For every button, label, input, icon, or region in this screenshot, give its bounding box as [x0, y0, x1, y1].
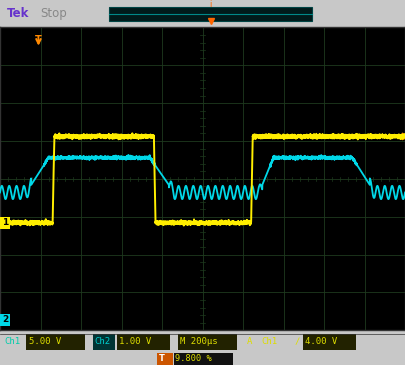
Text: 1: 1	[2, 218, 8, 227]
Text: 4.00 V: 4.00 V	[305, 337, 337, 346]
Text: Tek: Tek	[7, 7, 30, 20]
Text: 9.800 %: 9.800 %	[175, 354, 212, 363]
Text: T: T	[35, 35, 42, 45]
Text: 1.00 V: 1.00 V	[119, 337, 152, 346]
Text: ∕: ∕	[295, 337, 300, 346]
Text: 5.00 V: 5.00 V	[29, 337, 62, 346]
Text: i: i	[209, 0, 212, 9]
Bar	[93, 334, 115, 350]
Bar	[157, 353, 173, 365]
Text: 2: 2	[2, 315, 8, 324]
Text: Ch1: Ch1	[4, 337, 20, 346]
Text: T: T	[159, 354, 165, 363]
Bar	[109, 7, 312, 20]
Text: A: A	[247, 337, 252, 346]
Text: Ch1: Ch1	[261, 337, 277, 346]
Bar	[303, 334, 356, 350]
Bar	[117, 334, 170, 350]
Bar	[178, 334, 237, 350]
Bar	[26, 334, 85, 350]
Bar	[174, 353, 233, 365]
Text: Ch2: Ch2	[94, 337, 111, 346]
Text: Stop: Stop	[40, 7, 67, 20]
Text: M 200μs: M 200μs	[180, 337, 218, 346]
